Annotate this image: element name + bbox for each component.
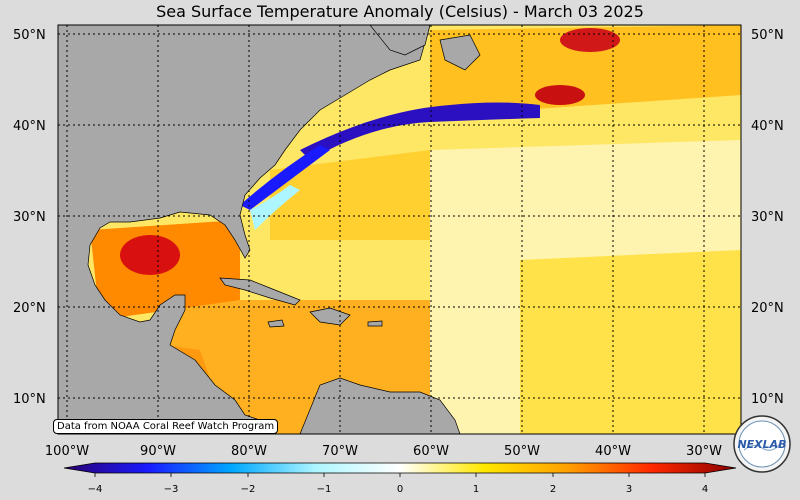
lat-label-right: 50°N xyxy=(751,28,784,43)
colorbar-bar xyxy=(63,462,737,474)
lat-label-right: 10°N xyxy=(751,392,784,407)
lat-label-left: 10°N xyxy=(13,392,46,407)
colorbar-tick-label: −1 xyxy=(317,484,332,495)
colorbar-tick-label: 3 xyxy=(626,484,632,495)
lon-label: 40°W xyxy=(595,444,631,459)
gulf-hot-spot xyxy=(120,235,180,275)
lat-label-left: 50°N xyxy=(13,28,46,43)
map-area xyxy=(58,25,741,434)
lon-label: 100°W xyxy=(45,444,89,459)
lat-label-left: 40°N xyxy=(13,119,46,134)
logo-text: NEXLAB xyxy=(737,438,786,451)
colorbar-tick-label: −2 xyxy=(241,484,256,495)
lon-label: 50°W xyxy=(504,444,540,459)
map-border xyxy=(57,24,742,435)
sargasso-warm-area xyxy=(270,150,430,240)
tropical-atlantic-warm-area xyxy=(520,250,741,434)
puerto-rico-island xyxy=(367,320,383,327)
colorbar: −4 −3 −2 −1 0 1 2 3 4 xyxy=(63,462,737,495)
lon-label: 60°W xyxy=(413,444,449,459)
colorbar-tick-label: 4 xyxy=(702,484,708,495)
north-hot-spot xyxy=(560,28,620,52)
colorbar-tick-label: −4 xyxy=(88,484,103,495)
colorbar-tick-label: 1 xyxy=(473,484,479,495)
data-credit-label: Data from NOAA Coral Reef Watch Program xyxy=(53,419,279,434)
lat-label-right: 20°N xyxy=(751,301,784,316)
greenland-coast-land xyxy=(369,25,431,56)
lat-label-right: 30°N xyxy=(751,210,784,225)
coastal-cold-band xyxy=(240,145,330,210)
coastal-cool-band xyxy=(250,185,300,230)
gulfstream-hot-spot xyxy=(535,85,585,105)
lat-label-right: 40°N xyxy=(751,119,784,134)
lon-label: 30°W xyxy=(686,444,722,459)
colorbar-tick-label: −3 xyxy=(164,484,179,495)
cuba-island xyxy=(219,277,301,306)
colorbar-tick-label: 0 xyxy=(397,484,403,495)
lon-label: 90°W xyxy=(140,444,176,459)
north-america-land xyxy=(58,25,431,434)
map-title: Sea Surface Temperature Anomaly (Celsius… xyxy=(156,2,644,21)
colorbar-tick-marks xyxy=(94,473,706,477)
colorbar-tick-label: 2 xyxy=(550,484,556,495)
lat-label-left: 30°N xyxy=(13,210,46,225)
lon-label: 70°W xyxy=(322,444,358,459)
lat-label-left: 20°N xyxy=(13,301,46,316)
jamaica-island xyxy=(267,319,285,328)
nexlab-logo: NEXLAB xyxy=(733,415,791,473)
newfoundland-land xyxy=(439,34,481,71)
cold-filament xyxy=(300,102,540,160)
lon-label: 80°W xyxy=(231,444,267,459)
north-atlantic-warm-area xyxy=(430,25,741,120)
graticule xyxy=(58,25,741,434)
